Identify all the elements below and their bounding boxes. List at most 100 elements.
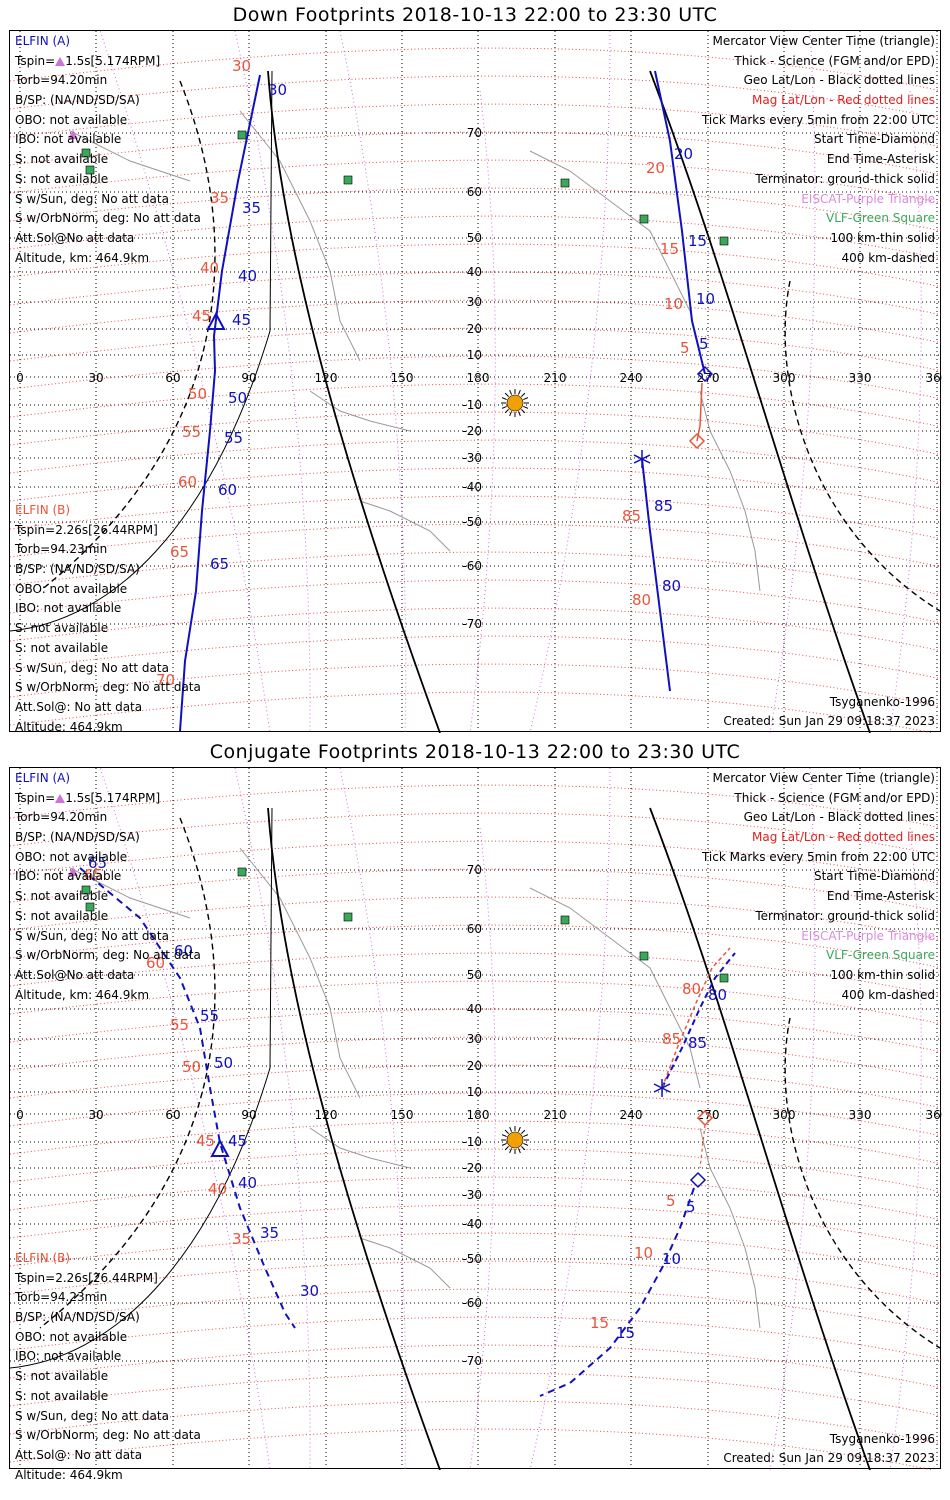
legend-line: Tick Marks every 5min from 22:00 UTC — [701, 112, 935, 127]
longitude-label: 300 — [773, 1108, 796, 1122]
latitude-label: -70 — [462, 617, 482, 631]
mag-latitude-line — [10, 812, 942, 857]
mag-meridian — [529, 31, 611, 733]
latitude-label: -10 — [462, 1135, 482, 1149]
track-a-mag-label: 65 — [84, 866, 103, 884]
elfin-a-orbnorm: S w/OrbNorm, deg: No att data — [15, 211, 201, 226]
eiscat-triangle-icon — [68, 130, 78, 139]
elfin-b-obo: OBO: not available — [15, 581, 128, 596]
longitude-label: 150 — [391, 1108, 414, 1122]
mag-latitude-line — [10, 523, 942, 568]
track-a-tick-label: 35 — [242, 199, 261, 217]
elfin-a-s2: S: not available — [15, 908, 109, 923]
panel-title: Conjugate Footprints 2018-10-13 22:00 to… — [209, 741, 741, 763]
footprint-map-conjugate[interactable]: 0306090120150180210240270300330360706050… — [10, 768, 942, 1470]
legend-line: Mercator View Center Time (triangle) — [712, 34, 935, 48]
elfin-a-track — [79, 867, 296, 1329]
coastline — [529, 887, 701, 1089]
track-a-mag-label: 70 — [156, 671, 175, 689]
track-c-mag-label: 80 — [632, 591, 651, 609]
mag-latitude-line — [10, 607, 942, 652]
track-c-tick-label: 5 — [686, 1198, 696, 1216]
track-a-tick-label: 50 — [214, 1054, 233, 1072]
elfin-a-bsp: B/SP: (NA/ND/SD/SA) — [15, 830, 140, 845]
track-c-tick-label: 15 — [616, 1324, 635, 1342]
longitude-label: 30 — [88, 371, 103, 385]
footprint-map-down[interactable]: 0306090120150180210240270300330360706050… — [10, 31, 942, 733]
mag-latitude-line — [10, 411, 942, 456]
track-a-tick-label: 35 — [260, 1224, 279, 1242]
sun-ray — [523, 1142, 529, 1146]
legend-line: Geo Lat/Lon - Black dotted lines — [743, 73, 935, 88]
mag-latitude-line — [10, 1092, 942, 1137]
mag-latitude-line — [10, 103, 942, 148]
track-a-mag-label: 50 — [182, 1058, 201, 1076]
track-c-tick-label: 85 — [654, 497, 673, 515]
altitude-400km-curve — [39, 80, 216, 592]
track-a-tick-label: 30 — [268, 81, 287, 99]
legend-line: 400 km-dashed — [841, 987, 935, 1002]
track-a-tick-label: 65 — [88, 854, 107, 872]
mag-latitude-line — [10, 243, 942, 288]
start-diamond-icon — [688, 432, 706, 450]
terminator-curve — [649, 70, 871, 733]
elfin-b-attsol: Att.Sol@: No att data — [15, 699, 143, 714]
track-a-tick-label: 30 — [300, 1282, 319, 1300]
legend-line: Tick Marks every 5min from 22:00 UTC — [701, 849, 935, 864]
track-b-tick-label: 10 — [696, 290, 715, 308]
legend-line: Terminator: ground-thick solid — [755, 171, 935, 186]
altitude-400km-curve — [784, 1017, 941, 1349]
track-a-mag-label: 35 — [232, 1230, 251, 1248]
track-a-tick-label: 60 — [218, 481, 237, 499]
elfin-b-mag-track — [696, 382, 703, 442]
track-c-mag-label: 5 — [666, 1192, 676, 1210]
track-a-mag-label: 50 — [188, 385, 207, 403]
end-asterisk-icon — [653, 1079, 671, 1097]
map-frame-down: 0306090120150180210240270300330360706050… — [9, 30, 942, 734]
legend: Mercator View Center Time (triangle) Thi… — [702, 32, 935, 268]
elfin-c-track — [539, 1187, 695, 1397]
vlf-station-icon — [85, 165, 95, 175]
elfin-b-track — [661, 952, 736, 1089]
sun-ray — [523, 1134, 529, 1138]
elfin-b-orbnorm: S w/OrbNorm, deg: No att data — [15, 680, 201, 695]
mag-meridian — [99, 31, 271, 733]
eiscat-triangle-icon — [68, 867, 78, 876]
vlf-station-icon — [639, 951, 649, 961]
mag-meridian — [529, 768, 611, 1470]
altitude-400km-curve — [39, 817, 216, 1329]
legend-line: Terminator: ground-thick solid — [755, 908, 935, 923]
legend-line: 400 km-dashed — [841, 250, 935, 265]
vlf-station-icon — [237, 867, 247, 877]
track-a-tick-label: 45 — [232, 311, 251, 329]
elfin-b-altitude: Altitude: 464.9km — [15, 719, 123, 734]
mag-latitude-line — [10, 868, 942, 913]
elfin-b-tspin: Tspin=2.26s[26.44RPM] — [15, 522, 158, 537]
legend-line: Mag Lat/Lon - Red dotted lines — [751, 830, 935, 845]
vlf-station-icon — [719, 236, 729, 246]
latitude-label: -20 — [462, 1161, 482, 1175]
sun-ray — [523, 397, 529, 401]
longitude-label: 150 — [391, 371, 414, 385]
asterisk-stroke — [633, 454, 651, 464]
track-a-mag-label: 40 — [200, 259, 219, 277]
mag-latitude-line — [10, 75, 942, 120]
elfin-a-s1: S: not available — [15, 152, 109, 167]
latitude-label: 40 — [467, 1002, 482, 1016]
latitude-label: 20 — [467, 322, 482, 336]
latitude-label: 10 — [467, 1085, 482, 1099]
track-c-mag-label: 10 — [634, 1244, 653, 1262]
sun-ray — [521, 1129, 526, 1134]
sun-ray — [523, 405, 529, 409]
sun-ray — [501, 1142, 507, 1146]
mag-latitude-line — [10, 1428, 935, 1470]
track-a-tick-label: 40 — [238, 1174, 257, 1192]
elfin-c-mag-track — [699, 1124, 706, 1169]
sun-ray — [517, 1148, 521, 1154]
elfin-a-header: ELFIN (A) — [15, 34, 71, 48]
track-c-mag-label: 85 — [622, 507, 641, 525]
latitude-label: 60 — [467, 185, 482, 199]
mag-latitude-line — [10, 1148, 942, 1193]
legend-line: End Time-Asterisk — [826, 152, 935, 167]
view-center-triangle-icon — [206, 311, 226, 330]
